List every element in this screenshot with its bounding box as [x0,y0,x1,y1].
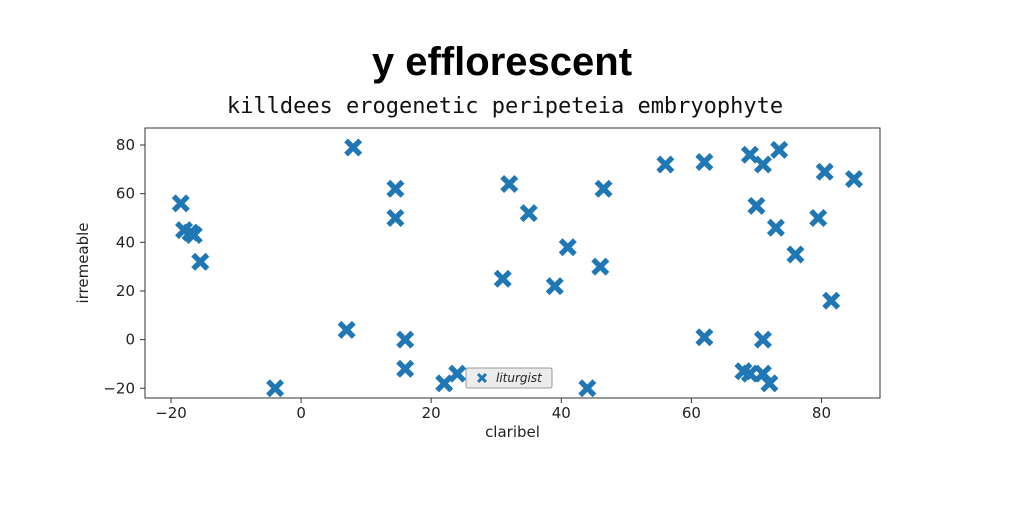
scatter-point [591,257,610,276]
scatter-point [594,179,613,198]
x-tick-label: 80 [812,404,831,422]
scatter-point [386,209,405,227]
scatter-series [171,138,863,398]
x-tick-label: 40 [552,404,571,422]
scatter-point [740,364,759,383]
x-tick-label: 0 [296,404,306,422]
scatter-point [753,155,772,174]
scatter-point [386,179,405,198]
scatter-point [753,330,772,349]
scatter-point [695,328,714,347]
x-tick-label: 60 [682,404,701,422]
scatter-point [766,218,785,237]
scatter-point [448,364,467,383]
y-tick-label: 80 [116,136,135,154]
chart-title: y efflorescent [372,40,632,84]
scatter-point [519,204,538,223]
y-axis: −20 0 20 40 60 80 [103,136,145,397]
y-tick-label: −20 [103,379,135,397]
legend-marker [477,373,487,383]
scatter-point [184,226,203,245]
y-tick-label: 20 [116,282,135,300]
scatter-point [558,238,577,257]
scatter-point [337,320,356,339]
scatter-point [396,359,415,378]
scatter-point [809,209,828,227]
scatter-point [191,252,210,271]
x-axis: −20 0 20 40 60 80 [155,398,831,422]
legend-box [465,367,553,389]
scatter-point [171,194,190,213]
y-tick-label: 60 [116,185,135,203]
x-tick-label: −20 [155,404,187,422]
scatter-point [815,162,834,181]
scatter-point [844,170,863,189]
x-axis-label: claribel [485,423,540,441]
legend-marker-icon [477,373,487,383]
x-tick-label: 20 [422,404,441,422]
scatter-point [822,291,841,310]
plot-area [144,127,881,399]
legend: liturgist [465,367,553,389]
scatter-point [786,245,805,264]
scatter-point [695,153,714,172]
chart-subtitle: killdees erogenetic peripeteia embryophy… [227,94,783,119]
scatter-point [266,379,285,398]
scatter-point [493,269,512,288]
scatter-point [770,140,789,159]
scatter-point [344,138,363,157]
scatter-point [760,374,779,393]
plot-frame [144,127,881,399]
scatter-point [747,196,766,215]
scatter-point [545,277,564,296]
y-tick-label: 0 [125,331,135,349]
scatter-point [396,330,415,349]
scatter-point [578,379,597,398]
y-axis-label: irremeable [74,222,92,303]
scatter-point [656,155,675,174]
legend-label: liturgist [496,371,543,385]
y-tick-label: 40 [116,233,135,251]
scatter-point [500,174,519,193]
